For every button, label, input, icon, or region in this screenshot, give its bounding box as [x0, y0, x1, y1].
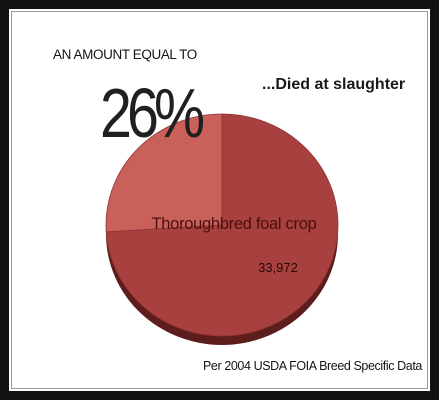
- pie-slice-died-at-slaughter: [105, 113, 223, 233]
- slice-label-died-at-slaughter: ...Died at slaughter: [262, 76, 406, 93]
- slice-annotation-count: 33,972: [258, 260, 298, 275]
- big-percent: 26%: [100, 74, 205, 152]
- source-note: Per 2004 USDA FOIA Breed Specific Data: [203, 359, 422, 373]
- inner-border: [11, 11, 428, 389]
- slice-label-foal-crop: Thoroughbred foal crop: [152, 215, 317, 233]
- pie-slice-foal-crop: [105, 113, 339, 337]
- pie-group: [105, 113, 339, 345]
- headline: AN AMOUNT EQUAL TO: [53, 47, 197, 62]
